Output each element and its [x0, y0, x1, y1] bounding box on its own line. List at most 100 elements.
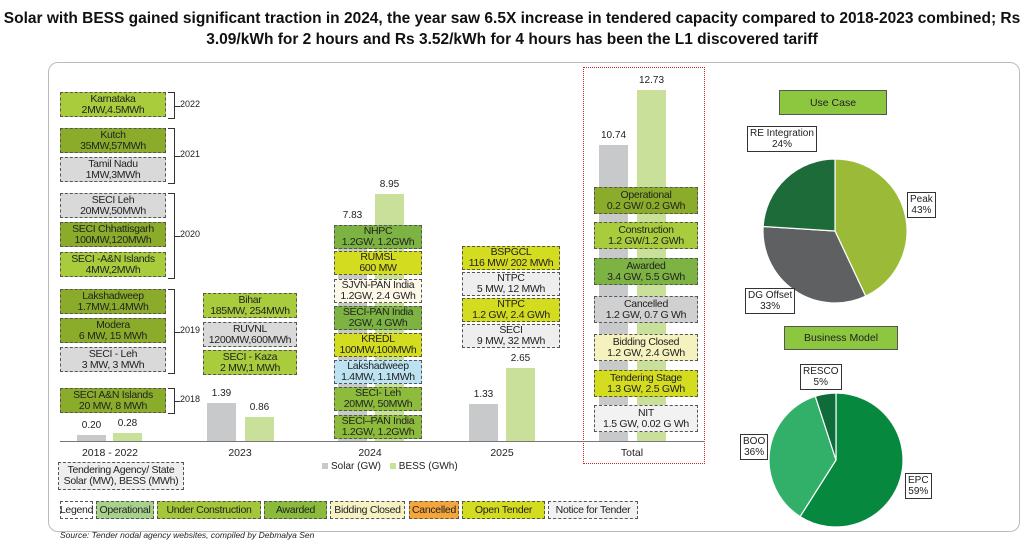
- tender-capacity: 20 MW, 8 MWh: [78, 399, 148, 412]
- pie-label-name: RE Integration: [750, 128, 814, 139]
- year-label: 2022: [180, 98, 201, 109]
- legend-item: Cancelled: [409, 501, 459, 519]
- bess-bar: [113, 433, 142, 441]
- pie-label: BOO 36%: [740, 434, 769, 460]
- key-box: Tendering Agency/ State Solar (MW), BESS…: [58, 462, 184, 490]
- tender-name: SJVN-PAN India: [341, 279, 415, 291]
- tender-box: SJVN-PAN India 1.2GW, 2.4 GWh: [334, 279, 422, 303]
- tender-capacity: 116 MW/ 202 MWh: [468, 257, 554, 269]
- tender-capacity: 35MW,57MWh: [80, 139, 146, 152]
- tender-box: SECI–PAN India 1.2GW, 1.2GWh: [334, 415, 422, 439]
- year-bracket: [168, 289, 180, 374]
- solar-bar: [469, 404, 498, 441]
- business-model-title: Business Model: [784, 326, 898, 350]
- tender-box: SECI Chhattisgarh 100MW,120MWh: [60, 222, 166, 247]
- bess-value-label: 0.86: [249, 402, 270, 414]
- bess-swatch: [389, 463, 396, 469]
- solar-value-label: 7.83: [342, 210, 363, 222]
- x-axis: [60, 441, 705, 442]
- tender-capacity: 1.2GW, 1.2GWh: [341, 236, 415, 248]
- year-label: 2019: [180, 324, 201, 335]
- year-label: 2018: [180, 394, 201, 404]
- legend-item: Legend: [60, 501, 93, 519]
- solar-value-label: 10.74: [600, 129, 627, 141]
- tender-box: BSPGCL 116 MW/ 202 MWh: [462, 246, 560, 270]
- category-label: 2024: [358, 447, 382, 459]
- tender-name: RUVNL: [232, 322, 268, 335]
- pie-label-value: 24%: [771, 139, 792, 150]
- tender-box: RUVNL 1200MW,600MWh: [203, 322, 297, 347]
- tender-capacity: 5 MW, 12 MWh: [476, 283, 546, 295]
- tender-name: Bidding Closed: [612, 335, 680, 348]
- solar-bar: [77, 435, 106, 441]
- tender-capacity: 2MW,4.5MWh: [81, 103, 145, 116]
- pie-label-name: BOO: [743, 436, 766, 447]
- tender-box: NTPC 1.2 GW, 2.4 GWh: [462, 298, 560, 322]
- key-line2: Solar (MW), BESS (MWh): [63, 475, 179, 487]
- tender-name: Cancelled: [624, 297, 668, 310]
- tender-box: SECI- Leh 20MW, 50MWh: [334, 387, 422, 411]
- series-legend: Solar (GW) BESS (GWh): [316, 461, 458, 472]
- tender-name: SECI - Leh: [88, 347, 138, 360]
- pie-label: EPC 59%: [905, 473, 932, 499]
- bess-value-label: 8.95: [379, 179, 400, 191]
- tender-box: Modera 6 MW, 15 MWh: [60, 318, 166, 343]
- pie-slice-epc: [799, 392, 904, 528]
- year-bracket: [168, 388, 180, 414]
- tender-name: SECI - Kaza: [222, 350, 278, 363]
- pie-label-name: Peak: [910, 194, 933, 205]
- tender-box: SECI - Leh 3 MW, 3 MWh: [60, 347, 166, 372]
- pie-slice-boo: [768, 395, 837, 518]
- bess-bar: [245, 417, 274, 441]
- category-label: 2018 - 2022: [81, 447, 139, 459]
- legend-item: Awarded: [264, 501, 327, 519]
- tender-box: Construction 1.2 GW/1.2 GWh: [594, 222, 698, 249]
- chart-frame: [48, 62, 1020, 532]
- tender-name: RUMSL: [360, 251, 396, 263]
- use-case-title: Use Case: [779, 90, 887, 115]
- solar-value-label: 0.20: [81, 420, 102, 432]
- tender-name: NHPC: [363, 225, 393, 237]
- category-label: 2023: [228, 447, 252, 459]
- tender-name: SECI–PAN India: [341, 415, 415, 427]
- tender-box: Awarded 3.4 GW, 5.5 GWh: [594, 258, 698, 285]
- tender-capacity: 1.2 GW, 2.4 GWh: [607, 346, 685, 359]
- source-note: Source: Tender nodal agency websites, co…: [60, 530, 315, 540]
- tender-name: Construction: [618, 223, 674, 236]
- legend-item: Under Construction: [157, 501, 261, 519]
- tender-capacity: 100MW,100MWh: [339, 344, 417, 356]
- tender-capacity: 2GW, 4 GWh: [348, 317, 408, 329]
- solar-value-label: 1.39: [211, 387, 232, 399]
- tender-box: Lakshadweep 1.4MW, 1.1MWh: [334, 360, 422, 384]
- bess-value-label: 0.28: [117, 418, 138, 430]
- tender-capacity: 1.2 GW, 2.4 GWh: [472, 309, 550, 321]
- tender-box: Operational 0.2 GW/ 0.2 GWh: [594, 187, 698, 214]
- tender-box: Bihar 185MW, 254MWh: [203, 293, 297, 318]
- tender-capacity: 0.2 GW/ 0.2 GWh: [606, 199, 686, 212]
- tender-name: SECI-PAN India: [342, 306, 414, 318]
- tender-box: RUMSL 600 MW: [334, 251, 422, 275]
- tender-name: NIT: [637, 406, 654, 419]
- tender-box: Lakshadweep 1.7MW,1.4MWh: [60, 289, 166, 314]
- tender-name: SECI- Leh: [355, 387, 401, 399]
- tender-capacity: 1.2 GW/1.2 GWh: [608, 234, 684, 247]
- tender-name: Kutch: [100, 128, 126, 141]
- year-bracket: [168, 193, 180, 279]
- tender-capacity: 1.4MW, 1.1MWh: [341, 371, 415, 383]
- tender-capacity: 9 MW, 32 MWh: [476, 335, 546, 347]
- solar-swatch: [322, 463, 328, 469]
- tender-name: NTPC: [497, 272, 525, 284]
- tender-capacity: 1MW,3MWh: [85, 168, 141, 181]
- tender-capacity: 1.5 GW, 0.02 G Wh: [603, 417, 689, 430]
- tender-name: BSPGCL: [490, 246, 532, 258]
- tender-capacity: 100MW,120MWh: [74, 233, 152, 246]
- tender-capacity: 3 MW, 3 MWh: [81, 358, 145, 371]
- pie-label: RESCO 5%: [800, 364, 842, 390]
- pie-label-value: 59%: [908, 486, 929, 497]
- tender-box: Kutch 35MW,57MWh: [60, 128, 166, 153]
- tender-name: Operational: [620, 188, 672, 201]
- bess-value-label: 2.65: [510, 352, 531, 364]
- tender-name: NTPC: [497, 298, 525, 310]
- pie-slice-re-integration: [762, 158, 836, 232]
- category-label: Total: [620, 447, 644, 459]
